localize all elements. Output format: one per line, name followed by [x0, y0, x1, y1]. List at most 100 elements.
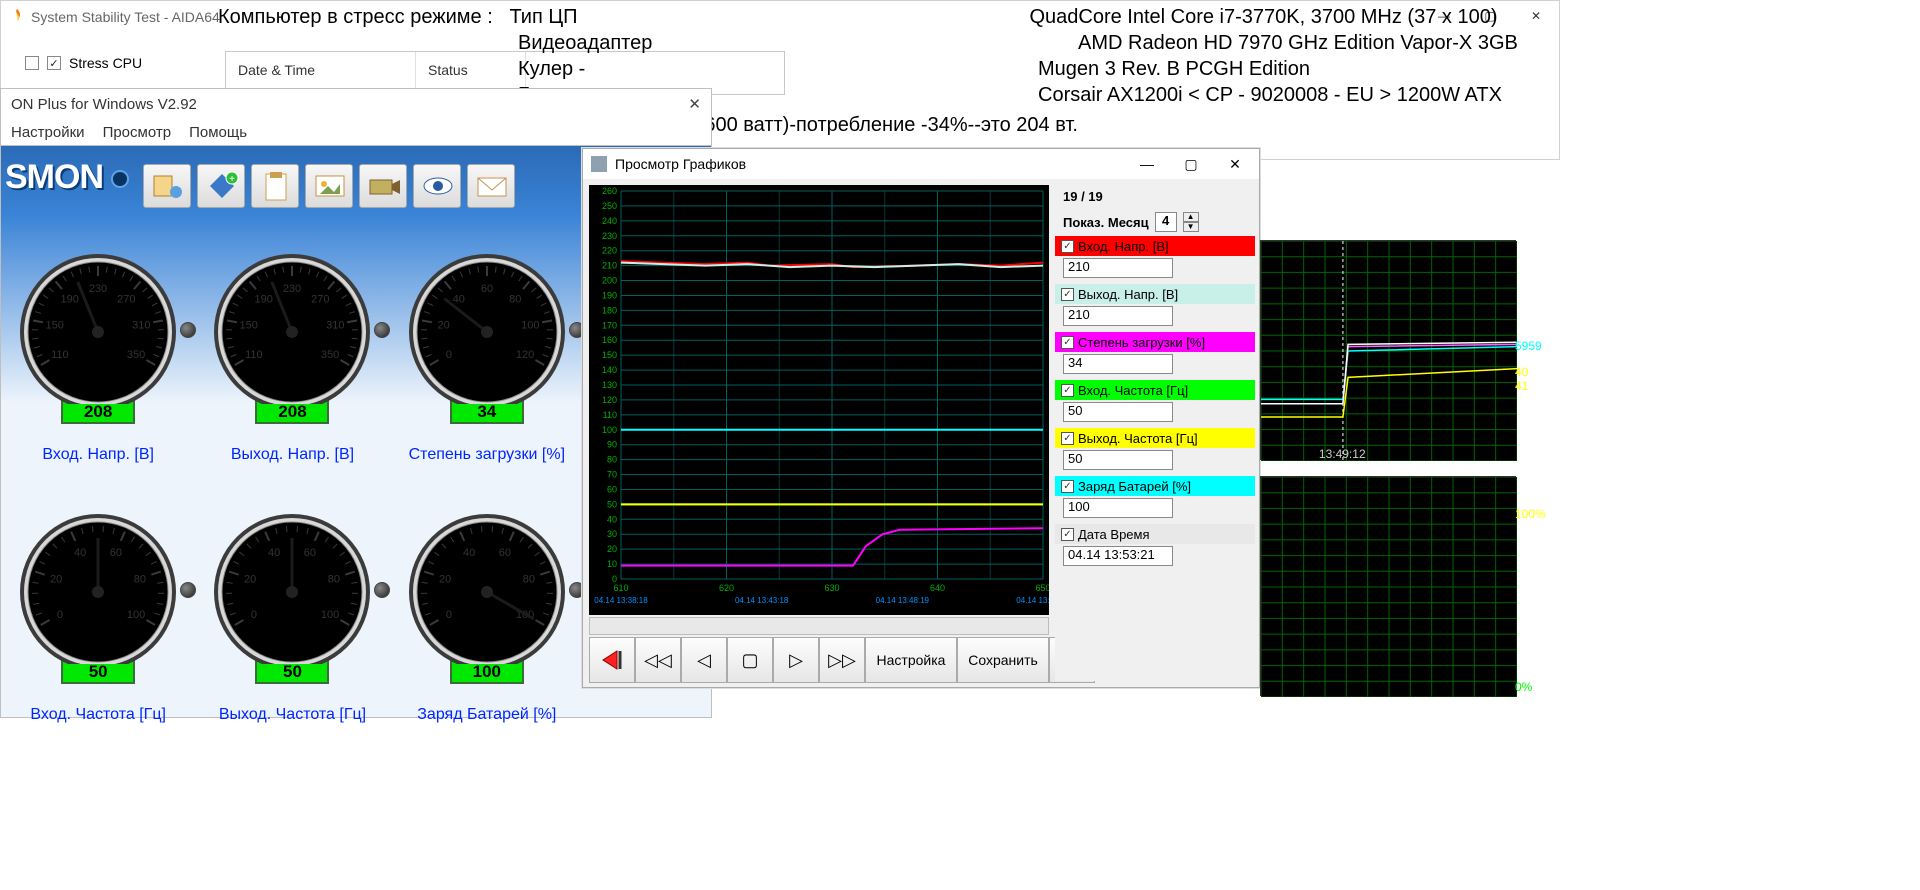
arrow-left-record-icon[interactable]	[589, 637, 635, 683]
stress-cpu-checkbox[interactable]: ✓	[47, 56, 61, 70]
gview-close-button[interactable]: ✕	[1213, 151, 1257, 177]
list-people-icon[interactable]	[143, 164, 191, 208]
gauge-dial: 020406080100	[18, 504, 178, 664]
svg-text:40: 40	[452, 293, 464, 305]
svg-text:60: 60	[481, 283, 493, 295]
svg-text:30: 30	[607, 529, 617, 539]
series-checkbox[interactable]: ✓	[1061, 528, 1074, 541]
legend-series-label[interactable]: ✓ Выход. Напр. [В]	[1055, 284, 1255, 304]
gauge-led-icon	[180, 322, 196, 338]
svg-text:270: 270	[312, 293, 330, 305]
gview-save-button[interactable]: Сохранить	[957, 637, 1049, 683]
image-icon[interactable]	[305, 164, 353, 208]
gview-minimize-button[interactable]: —	[1125, 151, 1169, 177]
close-button[interactable]: ✕	[1513, 1, 1559, 31]
svg-text:60: 60	[110, 547, 122, 559]
svg-text:60: 60	[607, 484, 617, 494]
gauge-label: Выход. Напр. [В]	[231, 446, 354, 464]
gview-settings-button[interactable]: Настройка	[865, 637, 957, 683]
month-label: Показ. Месяц	[1063, 215, 1149, 230]
gview-maximize-button[interactable]: ▢	[1169, 151, 1213, 177]
upsmon-close-button[interactable]: ✕	[688, 95, 701, 113]
svg-text:170: 170	[602, 320, 617, 330]
svg-text:100: 100	[602, 425, 617, 435]
series-checkbox[interactable]: ✓	[1061, 240, 1074, 253]
series-value: 34	[1063, 354, 1173, 374]
series-checkbox[interactable]: ✓	[1061, 288, 1074, 301]
legend-series-label[interactable]: ✓ Выход. Частота [Гц]	[1055, 428, 1255, 448]
svg-text:40: 40	[463, 547, 475, 559]
svg-text:350: 350	[127, 349, 145, 361]
svg-text:0: 0	[251, 609, 257, 621]
menu-item[interactable]: Настройки	[11, 124, 85, 141]
svg-text:04.14 13:53:21: 04.14 13:53:21	[1016, 596, 1049, 605]
series-checkbox[interactable]: ✓	[1061, 384, 1074, 397]
svg-text:20: 20	[439, 573, 451, 585]
svg-text:230: 230	[89, 283, 107, 295]
svg-text:620: 620	[719, 583, 734, 593]
svg-text:100: 100	[321, 609, 339, 621]
legend-series-label[interactable]: ✓ Вход. Напр. [В]	[1055, 236, 1255, 256]
legend-series-label[interactable]: ✓ Степень загрузки [%]	[1055, 332, 1255, 352]
svg-text:150: 150	[602, 350, 617, 360]
upsmon-titlebar: ON Plus for Windows V2.92	[1, 89, 711, 119]
series-checkbox[interactable]: ✓	[1061, 480, 1074, 493]
step-fwd-icon[interactable]: ▷	[773, 637, 819, 683]
gauge-dial: 020406080100	[407, 504, 567, 664]
stop-icon[interactable]: ▢	[727, 637, 773, 683]
svg-text:80: 80	[134, 573, 146, 585]
menu-item[interactable]: Помощь	[189, 124, 247, 141]
graph-viewer-window: Просмотр Графиков — ▢ ✕ 0102030405060708…	[582, 148, 1260, 688]
svg-text:190: 190	[61, 293, 79, 305]
legend-series-label[interactable]: ✓ Дата Время	[1055, 524, 1255, 544]
add-device-icon[interactable]: +	[197, 164, 245, 208]
gauge-label: Вход. Напр. [В]	[42, 446, 154, 464]
gauge-label: Вход. Частота [Гц]	[30, 706, 166, 724]
step-back-icon[interactable]: ◁	[681, 637, 727, 683]
legend-series-label[interactable]: ✓ Вход. Частота [Гц]	[1055, 380, 1255, 400]
eye-icon[interactable]	[413, 164, 461, 208]
gview-x-scrollbar[interactable]	[589, 617, 1049, 635]
gview-chart: 0102030405060708090100110120130140150160…	[589, 185, 1049, 615]
svg-text:130: 130	[602, 380, 617, 390]
svg-text:80: 80	[509, 293, 521, 305]
svg-text:100: 100	[521, 319, 539, 331]
svg-text:40: 40	[607, 514, 617, 524]
month-value[interactable]: 4	[1155, 212, 1177, 232]
series-value: 50	[1063, 450, 1173, 470]
series-checkbox[interactable]: ✓	[1061, 336, 1074, 349]
svg-text:110: 110	[51, 349, 69, 361]
menu-item[interactable]: Просмотр	[103, 124, 172, 141]
fast-rewind-icon[interactable]: ◁◁	[635, 637, 681, 683]
svg-text:110: 110	[246, 349, 264, 361]
svg-text:20: 20	[607, 544, 617, 554]
svg-text:150: 150	[240, 319, 258, 331]
svg-text:80: 80	[328, 573, 340, 585]
upsmon-toolbar: +	[143, 164, 515, 208]
legend-series-label[interactable]: ✓ Заряд Батарей [%]	[1055, 476, 1255, 496]
stress-cpu-host-checkbox[interactable]	[25, 56, 39, 70]
legend-counter: 19 / 19	[1055, 185, 1255, 208]
svg-text:150: 150	[46, 319, 64, 331]
series-checkbox[interactable]: ✓	[1061, 432, 1074, 445]
svg-text:610: 610	[613, 583, 628, 593]
legend-month-row: Показ. Месяц 4 ▲▼	[1055, 208, 1255, 236]
svg-text:190: 190	[602, 290, 617, 300]
gauge-grid: 110150190230270310350 208 Вход. Напр. [В…	[1, 256, 584, 746]
series-value: 100	[1063, 498, 1173, 518]
camera-icon[interactable]	[359, 164, 407, 208]
gauge-led-icon	[374, 582, 390, 598]
svg-text:100: 100	[127, 609, 145, 621]
gauge-dial: 110150190230270310350	[212, 244, 372, 404]
mail-icon[interactable]	[467, 164, 515, 208]
svg-text:04.14 13:43:18: 04.14 13:43:18	[735, 596, 789, 605]
fast-fwd-icon[interactable]: ▷▷	[819, 637, 865, 683]
svg-text:250: 250	[602, 201, 617, 211]
series-name: Степень загрузки [%]	[1078, 335, 1205, 350]
series-name: Заряд Батарей [%]	[1078, 479, 1191, 494]
month-spinner[interactable]: ▲▼	[1183, 212, 1199, 232]
svg-text:20: 20	[437, 319, 449, 331]
clipboard-icon[interactable]	[251, 164, 299, 208]
svg-text:260: 260	[602, 186, 617, 196]
svg-text:04.14 13:48:19: 04.14 13:48:19	[876, 596, 930, 605]
